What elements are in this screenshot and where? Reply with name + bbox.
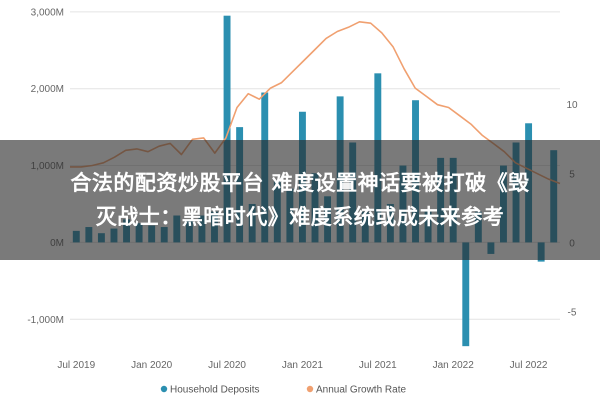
right-tick-label: 10 (566, 100, 578, 111)
x-tick-label: Jan 2022 (433, 360, 475, 371)
legend-deposits-label: Household Deposits (170, 385, 260, 396)
x-tick-label: Jul 2021 (359, 360, 397, 371)
legend-deposits-marker (160, 385, 168, 393)
x-tick-label: Jul 2022 (510, 360, 548, 371)
legend-growth-label: Annual Growth Rate (316, 385, 406, 396)
deposit-bar (462, 242, 470, 347)
headline-line-2: 灭战士：黑暗时代》难度系统或成未来参考 (95, 205, 505, 229)
headline-banner: 合法的配资炒股平台 难度设置神话要被打破《毁 灭战士：黑暗时代》难度系统或成未来… (0, 140, 600, 260)
left-tick-label: 3,000M (31, 7, 64, 18)
left-tick-label: -1,000M (27, 315, 64, 326)
left-tick-label: 2,000M (31, 84, 64, 95)
headline-line-1: 合法的配资炒股平台 难度设置神话要被打破《毁 (70, 171, 530, 195)
x-tick-label: Jul 2019 (57, 360, 95, 371)
x-tick-label: Jul 2020 (208, 360, 246, 371)
legend-growth-marker (306, 385, 314, 393)
x-tick-label: Jan 2021 (282, 360, 324, 371)
right-tick-label: -5 (568, 308, 577, 319)
deposit-bar (223, 15, 231, 243)
x-tick-label: Jan 2020 (131, 360, 173, 371)
legend: Household Deposits Annual Growth Rate (160, 385, 406, 396)
x-axis-ticks: Jul 2019 Jan 2020 Jul 2020 Jan 2021 Jul 2021… (57, 360, 548, 371)
